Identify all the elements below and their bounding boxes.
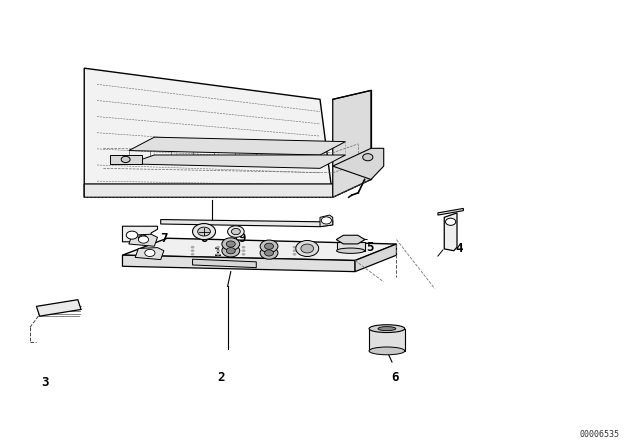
Text: 7: 7	[160, 232, 168, 245]
Polygon shape	[84, 166, 371, 197]
Polygon shape	[333, 90, 371, 197]
Circle shape	[138, 236, 148, 243]
Polygon shape	[336, 235, 365, 244]
Circle shape	[260, 240, 278, 253]
Polygon shape	[84, 68, 333, 197]
Circle shape	[296, 241, 319, 257]
Polygon shape	[355, 244, 396, 271]
Circle shape	[228, 226, 244, 237]
Circle shape	[267, 250, 271, 252]
Bar	[369, 329, 404, 351]
Circle shape	[260, 247, 278, 259]
Text: 00006535: 00006535	[579, 430, 620, 439]
Circle shape	[227, 248, 236, 254]
Circle shape	[227, 241, 236, 247]
Text: 2: 2	[218, 371, 225, 384]
Text: 9: 9	[239, 232, 246, 245]
Circle shape	[191, 250, 195, 252]
Circle shape	[216, 253, 220, 256]
Circle shape	[138, 235, 147, 241]
Circle shape	[264, 243, 273, 250]
Circle shape	[191, 253, 195, 256]
Ellipse shape	[337, 248, 365, 254]
Ellipse shape	[378, 327, 396, 331]
Circle shape	[242, 246, 246, 249]
Polygon shape	[129, 234, 157, 246]
Text: 4: 4	[455, 242, 463, 255]
Polygon shape	[161, 220, 333, 227]
Circle shape	[232, 228, 241, 235]
Ellipse shape	[369, 347, 404, 355]
Polygon shape	[337, 242, 365, 251]
Polygon shape	[333, 148, 384, 180]
Text: 1: 1	[214, 246, 222, 259]
Circle shape	[242, 253, 246, 256]
Circle shape	[321, 217, 332, 224]
Circle shape	[264, 250, 273, 256]
Text: 8: 8	[200, 232, 208, 245]
Circle shape	[445, 218, 456, 225]
Polygon shape	[109, 155, 141, 164]
Circle shape	[198, 227, 211, 236]
Circle shape	[301, 244, 314, 253]
Circle shape	[267, 246, 271, 249]
Text: 3: 3	[41, 375, 49, 388]
Text: 6: 6	[392, 371, 399, 384]
Polygon shape	[122, 238, 396, 260]
Circle shape	[363, 154, 373, 161]
Polygon shape	[135, 248, 164, 260]
Circle shape	[222, 238, 240, 250]
Circle shape	[121, 156, 130, 163]
Text: 5: 5	[366, 241, 374, 254]
Polygon shape	[193, 259, 256, 267]
Polygon shape	[320, 215, 333, 227]
Polygon shape	[438, 208, 463, 215]
Circle shape	[145, 250, 155, 257]
Circle shape	[292, 250, 296, 252]
Polygon shape	[36, 300, 81, 316]
Circle shape	[216, 250, 220, 252]
Polygon shape	[129, 155, 346, 168]
Polygon shape	[122, 255, 355, 271]
Circle shape	[193, 224, 216, 240]
Circle shape	[292, 246, 296, 249]
Circle shape	[267, 253, 271, 256]
Circle shape	[242, 250, 246, 252]
Circle shape	[292, 253, 296, 256]
Circle shape	[222, 245, 240, 257]
Polygon shape	[444, 213, 457, 251]
Polygon shape	[122, 226, 157, 242]
Ellipse shape	[369, 325, 404, 332]
Circle shape	[191, 246, 195, 249]
Circle shape	[126, 231, 138, 239]
Circle shape	[216, 246, 220, 249]
Polygon shape	[129, 137, 346, 155]
